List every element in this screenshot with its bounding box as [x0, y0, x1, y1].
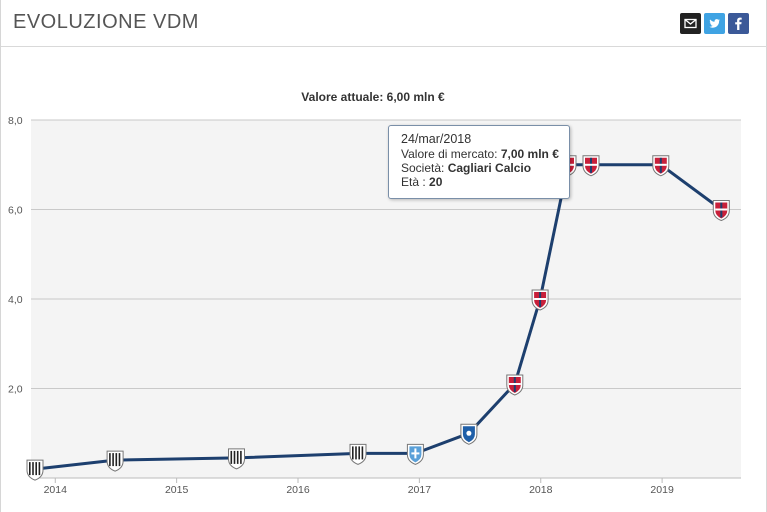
crest-marker-juventus[interactable]: [26, 459, 44, 481]
crest-marker-cagliari[interactable]: [506, 374, 524, 396]
tooltip-age: 20: [429, 175, 443, 189]
crest-marker-novara[interactable]: [406, 443, 424, 465]
chart-tooltip: 24/mar/2018 Valore di mercato: 7,00 mln …: [388, 125, 570, 199]
x-tick-label: 2015: [165, 484, 189, 496]
email-icon: [684, 18, 697, 29]
panel-header: EVOLUZIONE VDM: [1, 0, 767, 47]
crest-marker-cagliari[interactable]: [652, 155, 670, 177]
crest-marker-juventus[interactable]: [228, 448, 245, 470]
email-share-button[interactable]: [680, 13, 701, 34]
facebook-share-button[interactable]: [728, 13, 749, 34]
panel-title: EVOLUZIONE VDM: [13, 11, 199, 33]
tooltip-value-label: Valore di mercato:: [401, 147, 498, 161]
tooltip-club-row: Società: Cagliari Calcio: [401, 161, 569, 175]
tooltip-age-row: Età : 20: [401, 175, 569, 189]
tooltip-club-label: Società:: [401, 161, 445, 175]
tooltip-value-row: Valore di mercato: 7,00 mln €: [401, 147, 569, 161]
chart-subtitle: Valore attuale: 6,00 mln €: [301, 90, 445, 104]
tooltip-age-label: Età :: [401, 175, 426, 189]
crest-marker-cagliari[interactable]: [531, 289, 549, 311]
crest-marker-juventus[interactable]: [349, 443, 367, 465]
y-tick-label: 4,0: [8, 294, 23, 306]
facebook-icon: [735, 17, 742, 30]
market-value-line: [34, 163, 723, 471]
y-tick-label: 6,0: [8, 205, 23, 217]
x-tick-label: 2017: [408, 484, 432, 496]
tooltip-value: 7,00 mln €: [500, 147, 559, 161]
twitter-share-button[interactable]: [704, 13, 725, 34]
twitter-icon: [709, 19, 720, 28]
x-tick-label: 2018: [529, 484, 553, 496]
crest-marker-cagliari[interactable]: [582, 155, 600, 177]
x-tick-label: 2019: [650, 484, 674, 496]
crest-marker-cagliari[interactable]: [712, 200, 730, 222]
club-crest-markers: [26, 155, 730, 481]
crest-marker-juventus[interactable]: [106, 450, 124, 472]
x-axis: 2014 2015 2016 2017 2018 2019: [31, 477, 741, 496]
y-tick-label: 8,0: [8, 115, 23, 127]
tooltip-club: Cagliari Calcio: [447, 161, 532, 175]
tooltip-date: 24/mar/2018: [401, 132, 472, 146]
crest-marker-brescia[interactable]: [460, 423, 478, 445]
y-axis: 2,0 4,0 6,0 8,0: [8, 115, 23, 396]
x-tick-label: 2014: [44, 484, 68, 496]
x-tick-label: 2016: [286, 484, 310, 496]
gridlines: [31, 119, 741, 389]
y-tick-label: 2,0: [8, 384, 23, 396]
